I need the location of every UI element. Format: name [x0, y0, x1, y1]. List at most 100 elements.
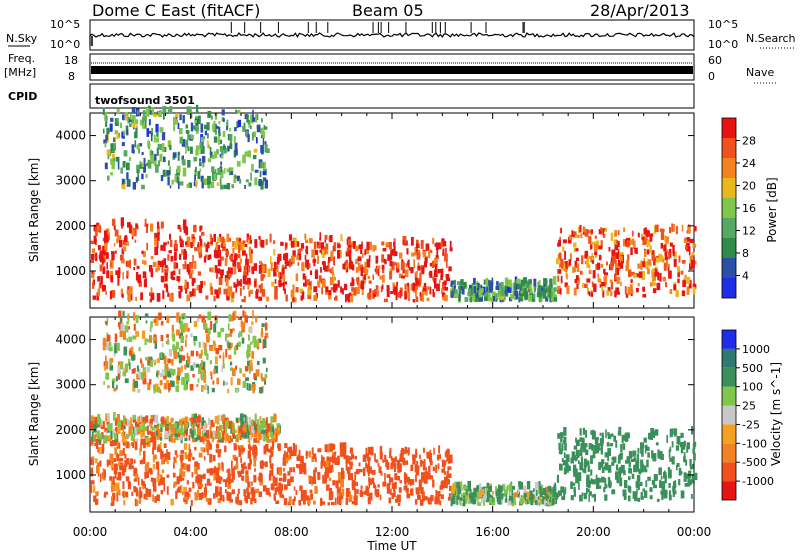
echo-cell: [196, 351, 199, 357]
echo-cell: [134, 441, 138, 451]
echo-cell: [441, 288, 444, 294]
echo-cell: [625, 293, 629, 298]
echo-cell: [176, 476, 180, 485]
echo-cell: [203, 374, 207, 383]
echo-cell: [135, 272, 139, 281]
echo-cell: [668, 490, 672, 498]
echo-cell: [154, 237, 158, 246]
echo-cell: [693, 226, 697, 232]
echo-cell: [444, 253, 448, 262]
echo-cell: [115, 156, 120, 162]
echo-cell: [236, 261, 241, 269]
echo-cell: [404, 269, 409, 278]
echo-cell: [333, 283, 337, 293]
echo-cell: [275, 427, 279, 434]
echo-cell: [538, 491, 541, 499]
echo-cell: [393, 286, 398, 294]
echo-cell: [163, 453, 167, 458]
echo-cell: [667, 469, 672, 479]
echo-region: [102, 310, 269, 394]
echo-cell: [577, 226, 581, 234]
echo-cell: [370, 446, 374, 456]
echo-region: [90, 436, 206, 507]
echo-cell: [188, 453, 191, 462]
echo-cell: [153, 454, 157, 460]
echo-cell: [178, 428, 182, 434]
echo-cell: [127, 481, 131, 490]
echo-cell: [95, 438, 100, 443]
echo-cell: [221, 365, 224, 373]
echo-cell: [638, 271, 643, 278]
echo-cell: [308, 475, 311, 481]
echo-cell: [154, 428, 156, 432]
echo-cell: [97, 462, 100, 466]
echo-cell: [656, 257, 660, 263]
echo-cell: [289, 453, 292, 459]
echo-cell: [182, 155, 184, 161]
echo-cell: [580, 443, 585, 449]
echo-cell: [628, 467, 632, 474]
echo-cell: [586, 262, 590, 268]
echo-cell: [176, 433, 181, 437]
echo-cell: [492, 296, 495, 301]
echo-cell: [302, 462, 305, 470]
echo-cell: [325, 460, 329, 468]
echo-cell: [575, 473, 579, 478]
echo-cell: [208, 418, 210, 426]
echo-cell: [179, 347, 182, 352]
echo-cell: [109, 476, 112, 481]
echo-cell: [402, 239, 405, 246]
freq-right-tick-top: 60: [708, 54, 722, 67]
echo-cell: [446, 481, 448, 489]
echo-cell: [173, 122, 176, 132]
echo-cell: [653, 484, 657, 489]
echo-cell: [240, 421, 245, 425]
echo-cell: [189, 262, 193, 269]
echo-cell: [684, 483, 688, 487]
echo-cell: [141, 363, 144, 368]
echo-cell: [320, 497, 323, 506]
echo-cell: [265, 126, 268, 130]
echo-cell: [138, 491, 143, 498]
echo-cell: [268, 491, 271, 497]
echo-cell: [324, 471, 327, 479]
echo-cell: [447, 448, 450, 458]
echo-cell: [364, 261, 367, 271]
echo-cell: [261, 323, 265, 328]
echo-cell: [414, 499, 418, 505]
echo-cell: [193, 224, 197, 233]
echo-cell: [655, 475, 658, 480]
echo-cell: [292, 499, 295, 506]
echo-cell: [100, 473, 102, 483]
echo-cell: [526, 288, 529, 293]
echo-cell: [471, 288, 473, 296]
echo-cell: [276, 486, 279, 492]
echo-cell: [274, 294, 278, 300]
echo-cell: [165, 285, 169, 293]
echo-cell: [288, 234, 293, 241]
echo-cell: [143, 157, 146, 166]
echo-cell: [643, 250, 647, 257]
echo-cell: [232, 435, 236, 439]
echo-cell: [483, 279, 486, 285]
echo-cell: [663, 262, 667, 271]
echo-cell: [160, 451, 164, 460]
echo-cell: [221, 237, 224, 243]
echo-cell: [642, 488, 645, 492]
echo-cell: [345, 455, 349, 464]
echo-cell: [234, 255, 238, 261]
echo-cell: [159, 127, 164, 133]
echo-cell: [552, 490, 556, 498]
y-tick-label: 1000: [55, 264, 86, 278]
echo-cell: [192, 374, 195, 378]
echo-cell: [553, 297, 557, 302]
echo-cell: [277, 253, 282, 261]
echo-cell: [321, 249, 325, 258]
echo-cell: [94, 442, 98, 446]
echo-cell: [156, 293, 161, 302]
echo-cell: [415, 468, 420, 476]
echo-cell: [690, 258, 692, 267]
echo-cell: [585, 449, 589, 456]
echo-cell: [269, 233, 272, 243]
